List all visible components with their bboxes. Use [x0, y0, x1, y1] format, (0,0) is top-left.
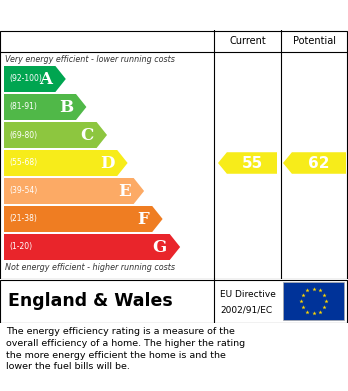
Text: 2002/91/EC: 2002/91/EC: [220, 305, 272, 314]
Text: Current: Current: [229, 36, 266, 46]
Text: A: A: [39, 70, 53, 88]
Text: England & Wales: England & Wales: [8, 292, 173, 310]
Text: (81-91): (81-91): [9, 102, 37, 111]
Polygon shape: [218, 152, 277, 174]
Text: Potential: Potential: [293, 36, 336, 46]
Polygon shape: [283, 152, 346, 174]
Polygon shape: [4, 234, 180, 260]
Polygon shape: [4, 178, 144, 204]
Text: Very energy efficient - lower running costs: Very energy efficient - lower running co…: [5, 54, 175, 63]
Text: (92-100): (92-100): [9, 75, 42, 84]
Text: E: E: [118, 183, 131, 199]
Text: F: F: [137, 210, 149, 228]
Polygon shape: [4, 206, 163, 232]
Text: (55-68): (55-68): [9, 158, 37, 167]
Text: B: B: [59, 99, 73, 115]
Text: (39-54): (39-54): [9, 187, 37, 196]
Polygon shape: [4, 94, 86, 120]
Text: 62: 62: [308, 156, 330, 170]
Text: (21-38): (21-38): [9, 215, 37, 224]
Text: The energy efficiency rating is a measure of the
overall efficiency of a home. T: The energy efficiency rating is a measur…: [6, 327, 245, 371]
Text: (69-80): (69-80): [9, 131, 37, 140]
Text: Not energy efficient - higher running costs: Not energy efficient - higher running co…: [5, 262, 175, 271]
Polygon shape: [4, 122, 107, 148]
Polygon shape: [4, 66, 66, 92]
Text: D: D: [100, 154, 114, 172]
Bar: [283, 282, 344, 320]
Text: EU Directive: EU Directive: [220, 290, 276, 299]
Text: G: G: [152, 239, 167, 255]
Polygon shape: [4, 150, 128, 176]
Text: (1-20): (1-20): [9, 242, 32, 251]
Text: C: C: [80, 127, 94, 143]
Text: Energy Efficiency Rating: Energy Efficiency Rating: [8, 7, 210, 23]
Text: 55: 55: [241, 156, 263, 170]
